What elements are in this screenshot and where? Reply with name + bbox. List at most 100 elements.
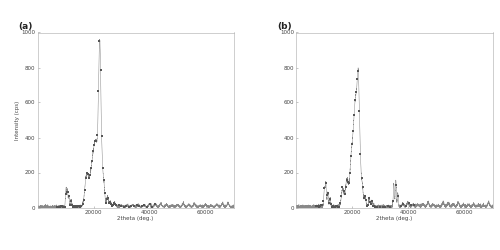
Point bbox=[71, 205, 79, 209]
Point bbox=[328, 204, 336, 208]
Point bbox=[74, 204, 82, 208]
Point bbox=[88, 158, 96, 162]
Point bbox=[326, 196, 334, 200]
Point bbox=[340, 192, 348, 196]
Point bbox=[374, 204, 382, 208]
Point bbox=[358, 176, 366, 180]
Point bbox=[86, 174, 94, 178]
Point bbox=[108, 204, 116, 208]
Point bbox=[331, 205, 339, 209]
Point bbox=[110, 201, 118, 205]
Text: (a): (a) bbox=[18, 22, 32, 31]
Point bbox=[324, 202, 332, 205]
Point bbox=[320, 186, 328, 190]
Point bbox=[72, 204, 80, 208]
Point bbox=[66, 203, 74, 207]
Point bbox=[58, 204, 66, 208]
Text: (b): (b) bbox=[277, 22, 291, 31]
Point bbox=[90, 143, 98, 147]
Point bbox=[53, 205, 61, 209]
Point bbox=[330, 205, 338, 209]
Point bbox=[386, 205, 394, 209]
Point bbox=[87, 166, 95, 170]
Point bbox=[362, 198, 370, 202]
Point bbox=[78, 204, 86, 208]
Point bbox=[64, 190, 72, 194]
Point bbox=[370, 204, 378, 208]
Point bbox=[136, 204, 143, 208]
Point bbox=[371, 205, 379, 209]
Point bbox=[368, 199, 376, 203]
Point bbox=[78, 202, 86, 206]
X-axis label: 2theta (deg.): 2theta (deg.) bbox=[376, 216, 412, 221]
Point bbox=[322, 182, 330, 186]
Point bbox=[106, 200, 114, 204]
Point bbox=[352, 90, 360, 94]
Point bbox=[407, 203, 415, 207]
Point bbox=[360, 194, 368, 198]
Point bbox=[396, 204, 404, 208]
Point bbox=[128, 204, 136, 208]
Point bbox=[348, 142, 356, 146]
Point bbox=[354, 77, 362, 81]
Point bbox=[340, 190, 347, 194]
Point bbox=[60, 205, 68, 209]
Point bbox=[358, 185, 366, 189]
Point bbox=[117, 204, 125, 208]
Point bbox=[366, 200, 374, 204]
Point bbox=[120, 205, 128, 209]
Point bbox=[333, 204, 341, 208]
Point bbox=[381, 205, 389, 209]
Point bbox=[103, 197, 111, 201]
Point bbox=[336, 201, 344, 205]
Point bbox=[94, 133, 102, 137]
Point bbox=[143, 205, 151, 209]
Point bbox=[84, 172, 92, 176]
Point bbox=[378, 205, 386, 209]
Point bbox=[56, 205, 64, 209]
Point bbox=[112, 202, 120, 206]
Point bbox=[365, 196, 373, 200]
Point bbox=[104, 196, 112, 200]
Point bbox=[148, 206, 156, 210]
Point bbox=[98, 134, 106, 138]
Point bbox=[345, 181, 353, 185]
Point bbox=[58, 204, 66, 208]
Point bbox=[54, 206, 62, 210]
Point bbox=[316, 204, 324, 208]
Point bbox=[312, 204, 320, 208]
Point bbox=[98, 166, 106, 170]
Point bbox=[82, 176, 90, 180]
Point bbox=[313, 204, 321, 208]
Point bbox=[68, 203, 76, 207]
Point bbox=[356, 109, 364, 113]
Point bbox=[132, 204, 140, 208]
Point bbox=[314, 204, 322, 208]
Point bbox=[354, 69, 362, 73]
Point bbox=[67, 198, 75, 202]
Point bbox=[347, 154, 355, 158]
Point bbox=[318, 204, 326, 208]
Point bbox=[320, 199, 328, 203]
Point bbox=[364, 203, 372, 207]
Point bbox=[60, 206, 68, 210]
Point bbox=[91, 139, 99, 143]
Point bbox=[336, 205, 344, 209]
Point bbox=[146, 202, 154, 206]
Point bbox=[80, 198, 88, 202]
Point bbox=[318, 203, 326, 207]
Point bbox=[344, 180, 352, 184]
Point bbox=[351, 98, 359, 102]
Point bbox=[96, 68, 104, 72]
Point bbox=[363, 204, 371, 208]
Point bbox=[315, 204, 323, 208]
Point bbox=[69, 206, 77, 210]
Point bbox=[76, 205, 84, 209]
Point bbox=[367, 202, 375, 206]
Point bbox=[394, 194, 402, 198]
Point bbox=[102, 201, 110, 205]
Point bbox=[70, 204, 78, 208]
Point bbox=[107, 202, 115, 206]
Point bbox=[105, 200, 113, 204]
Point bbox=[138, 204, 146, 208]
